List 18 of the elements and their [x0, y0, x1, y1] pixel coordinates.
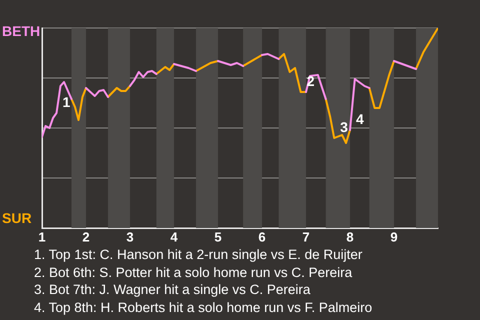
x-tick-label: 9 [390, 229, 398, 244]
x-tick-label: 2 [82, 229, 90, 244]
annotation: 1 [62, 94, 71, 110]
x-tick-label: 6 [258, 229, 266, 244]
annotation: 3 [340, 118, 348, 135]
text: SUR [2, 210, 32, 226]
text: BETH [2, 23, 40, 39]
text: 2. Bot 6th: S. Potter hit a solo home run vs C. Pereira [34, 264, 354, 281]
text: 1. Top 1st: C. Hanson hit a 2-run single vs E. de Ruijter [34, 246, 364, 264]
x-tick-label: 7 [302, 229, 310, 244]
x-tick-label: 3 [126, 229, 134, 244]
annotation: 4 [356, 110, 364, 127]
text: 4. Top 8th: H. Roberts hit a solo home run vs F. Palmeiro [34, 298, 372, 316]
text: 3. Bot 7th: J. Wagner hit a single vs C. Pereira [34, 281, 312, 298]
x-tick-label: 1 [38, 229, 46, 244]
x-tick-label: 8 [346, 229, 354, 244]
x-tick-label: 4 [170, 229, 178, 244]
x-tick-label: 5 [214, 229, 222, 244]
